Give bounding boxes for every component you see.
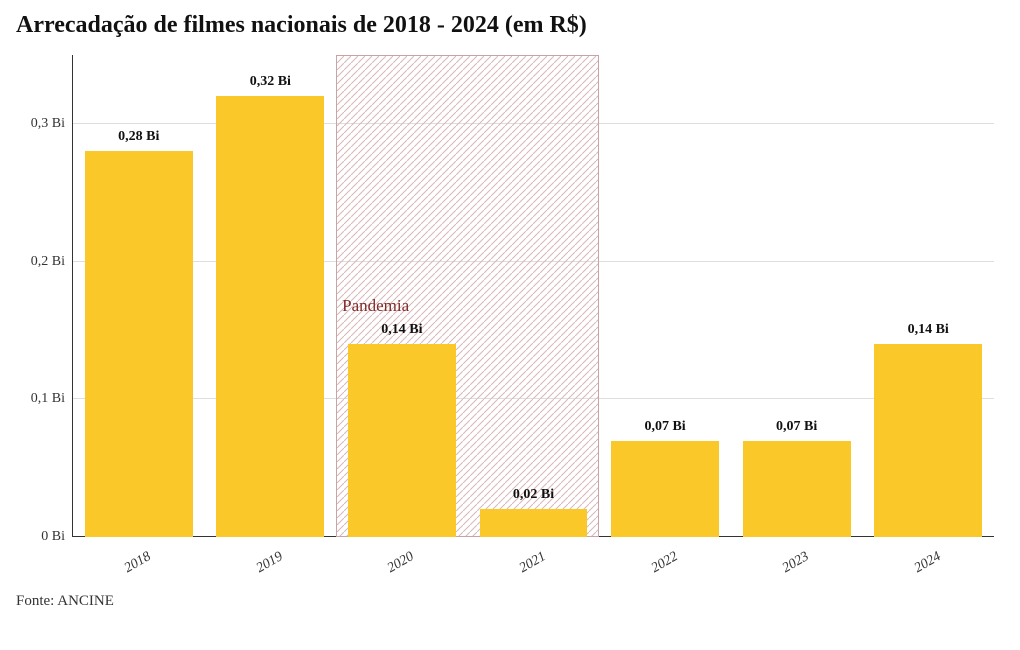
y-axis-tick-label: 0,1 Bi bbox=[17, 391, 65, 407]
bar-value-label: 0,14 Bi bbox=[348, 322, 456, 338]
bar-value-label: 0,07 Bi bbox=[743, 419, 851, 435]
pandemic-label: Pandemia bbox=[342, 296, 409, 316]
x-axis-tick-label: 2021 bbox=[517, 549, 549, 577]
y-axis-tick-label: 0,3 Bi bbox=[17, 116, 65, 132]
bar: 0,07 Bi bbox=[611, 441, 719, 537]
bar: 0,28 Bi bbox=[85, 151, 193, 537]
bar-value-label: 0,14 Bi bbox=[874, 322, 982, 338]
bar: 0,14 Bi bbox=[874, 344, 982, 537]
chart-title: Arrecadação de filmes nacionais de 2018 … bbox=[16, 12, 1006, 39]
chart-source: Fonte: ANCINE bbox=[16, 593, 1006, 610]
chart-container: 0 Bi0,1 Bi0,2 Bi0,3 BiPandemia0,28 Bi0,3… bbox=[16, 47, 1006, 587]
bar: 0,07 Bi bbox=[743, 441, 851, 537]
bar-value-label: 0,07 Bi bbox=[611, 419, 719, 435]
y-axis-tick-label: 0,2 Bi bbox=[17, 254, 65, 270]
x-axis-tick-label: 2024 bbox=[912, 549, 944, 577]
x-axis-tick-label: 2018 bbox=[122, 549, 154, 577]
bar: 0,14 Bi bbox=[348, 344, 456, 537]
x-axis-tick-label: 2019 bbox=[253, 549, 285, 577]
bar-value-label: 0,02 Bi bbox=[480, 487, 588, 503]
x-axis: 2018 2019 2020 2021 2022 2023 2024 bbox=[72, 537, 994, 587]
x-axis-tick-label: 2023 bbox=[780, 549, 812, 577]
bar-value-label: 0,28 Bi bbox=[85, 129, 193, 145]
x-axis-tick-label: 2022 bbox=[649, 549, 681, 577]
x-axis-tick-label: 2020 bbox=[385, 549, 417, 577]
bar-value-label: 0,32 Bi bbox=[216, 74, 324, 90]
bar: 0,32 Bi bbox=[216, 96, 324, 537]
bar: 0,02 Bi bbox=[480, 509, 588, 537]
y-axis-tick-label: 0 Bi bbox=[17, 529, 65, 545]
plot-area: 0 Bi0,1 Bi0,2 Bi0,3 BiPandemia0,28 Bi0,3… bbox=[72, 55, 994, 537]
